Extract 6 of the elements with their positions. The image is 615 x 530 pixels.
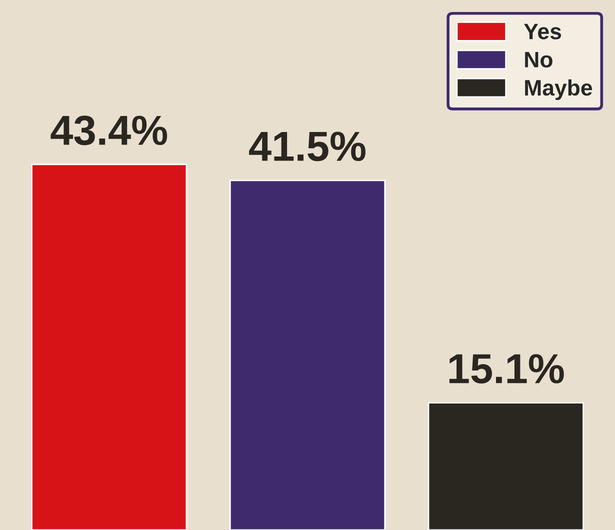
legend-label: No: [525, 52, 552, 68]
legend-label: Maybe: [525, 79, 592, 100]
legend-label: Yes: [524, 24, 562, 40]
data-label: 15.1%: [449, 354, 564, 384]
data-label: 41.5%: [249, 132, 366, 162]
data-label: 43.4%: [50, 116, 168, 146]
